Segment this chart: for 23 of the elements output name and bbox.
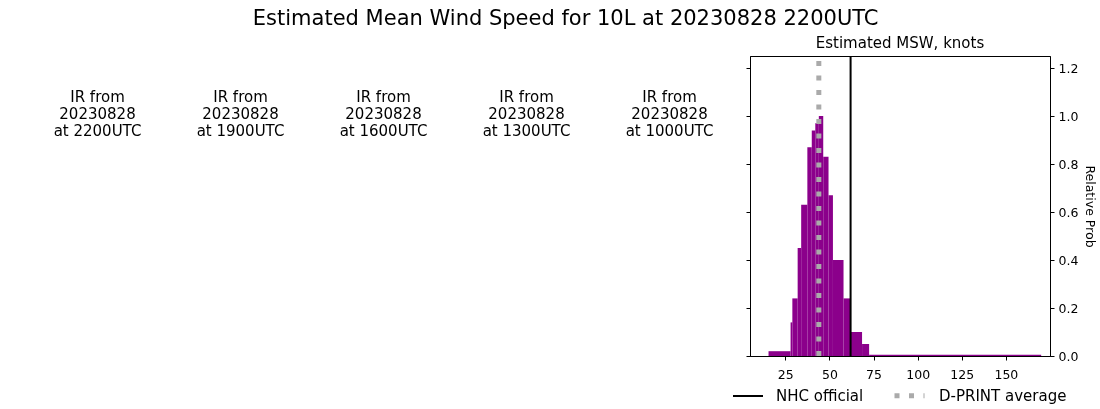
text: Estimated Mean Wind Speed for 10L at 20230828 2200UTC <box>252 6 879 30</box>
y-tick-label: 1.0 <box>1058 108 1079 124</box>
y-axis-title: Relative Prob <box>1083 165 1099 248</box>
y-tick-label: 1.2 <box>1058 60 1079 76</box>
text: IR from 20230828 at 1900UTC <box>196 88 285 140</box>
y-tick-label: 0.0 <box>1058 348 1079 364</box>
x-tick-label: 150 <box>994 366 1019 382</box>
y-tick-label: 0.2 <box>1058 300 1079 316</box>
x-tick-label: 75 <box>866 366 882 382</box>
text: IR from 20230828 at 2200UTC <box>53 88 142 140</box>
legend-label: NHC official <box>776 387 864 405</box>
legend-label: D-PRINT average <box>939 386 1067 405</box>
y-tick-label: 0.6 <box>1058 204 1079 220</box>
x-tick-label: 25 <box>777 366 794 382</box>
x-tick-label: 125 <box>950 366 975 382</box>
chart-subtitle: Estimated MSW, knots <box>815 33 985 52</box>
x-tick-label: 100 <box>906 366 931 382</box>
text: IR from 20230828 at 1300UTC <box>482 88 571 140</box>
y-tick-label: 0.4 <box>1058 252 1079 268</box>
text: IR from 20230828 at 1600UTC <box>339 88 428 140</box>
text: IR from 20230828 at 1000UTC <box>625 88 714 140</box>
y-tick-label: 0.8 <box>1058 156 1079 172</box>
x-tick-label: 50 <box>821 366 838 382</box>
